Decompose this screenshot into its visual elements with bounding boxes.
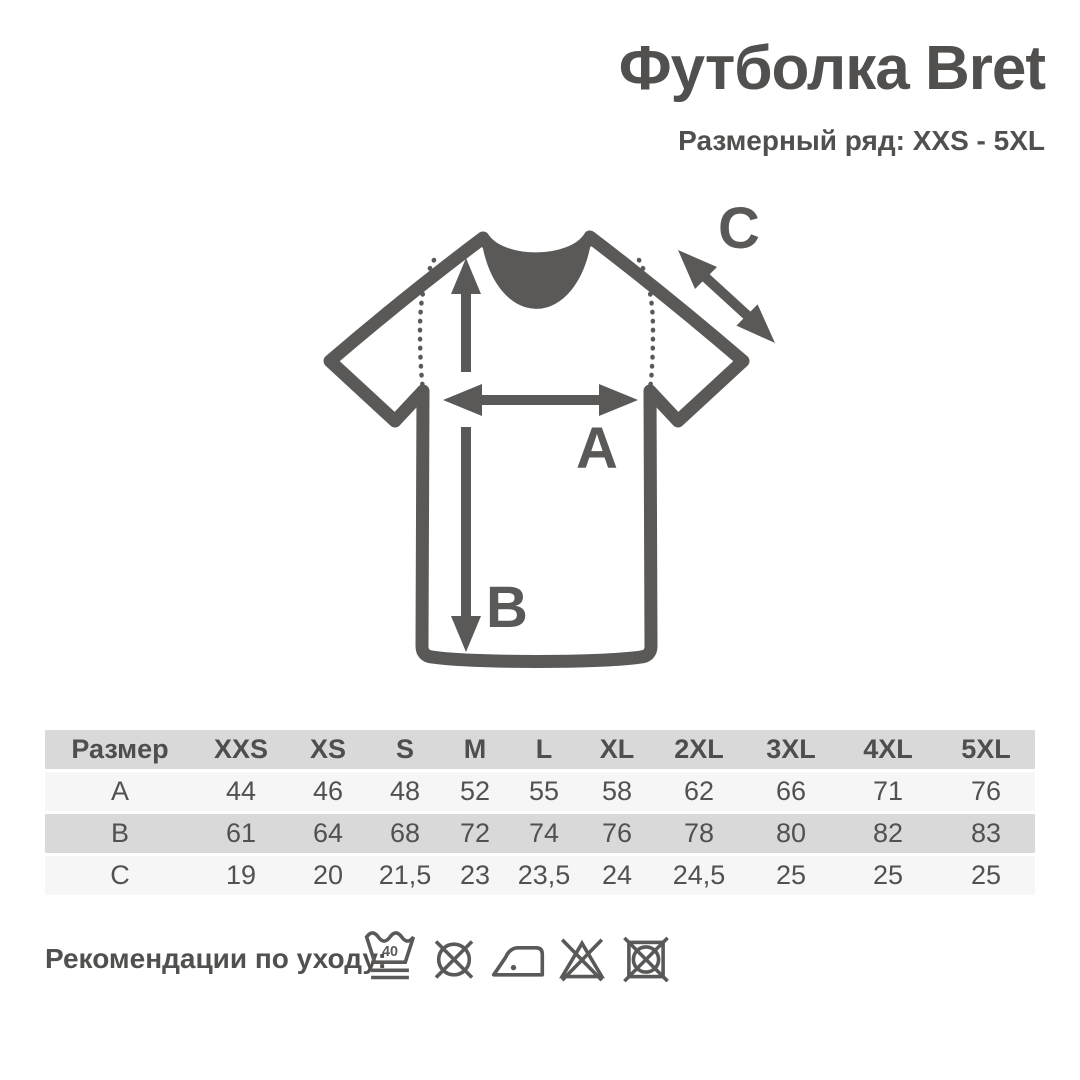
row-label: B: [45, 814, 195, 853]
size-table-header-cell: S: [369, 730, 441, 769]
size-value: 80: [743, 814, 839, 853]
measure-arrow-c: [678, 250, 775, 343]
size-value: 24: [579, 856, 655, 895]
row-label: C: [45, 856, 195, 895]
tshirt-collar: [481, 235, 592, 309]
size-value: 72: [441, 814, 509, 853]
size-table-header-cell: Размер: [45, 730, 195, 769]
do-not-tumble-dry-icon: [623, 936, 669, 982]
tshirt-outline: [323, 230, 750, 668]
size-table-row-c: C 19 20 21,5 23 23,5 24 24,5 25 25 25: [45, 856, 1035, 895]
size-table-header-cell: 5XL: [937, 730, 1035, 769]
care-icons-row: 40: [363, 926, 673, 992]
size-table-header-cell: XXS: [195, 730, 287, 769]
seam-right-dotted-line: [636, 257, 656, 393]
size-table-header-cell: 4XL: [839, 730, 937, 769]
size-value: 25: [937, 856, 1035, 895]
tshirt-diagram-svg: A B C: [323, 196, 775, 668]
size-value: 44: [195, 772, 287, 811]
size-value: 62: [655, 772, 743, 811]
size-value: 83: [937, 814, 1035, 853]
size-value: 19: [195, 856, 287, 895]
header: Футболка Bret Размерный ряд: XXS - 5XL: [618, 34, 1046, 156]
iron-low-temp-icon: [491, 945, 545, 977]
size-value: 76: [937, 772, 1035, 811]
measure-label-c: C: [718, 196, 760, 261]
size-table-header-cell: 3XL: [743, 730, 839, 769]
size-value: 21,5: [369, 856, 441, 895]
measure-label-a: A: [576, 416, 618, 481]
row-label: A: [45, 772, 195, 811]
wash-40-very-mild-icon: 40: [364, 930, 416, 979]
size-table-header-cell: XS: [287, 730, 369, 769]
do-not-bleach-icon: [559, 937, 605, 981]
seam-left-dotted-line: [417, 257, 437, 393]
size-value: 25: [839, 856, 937, 895]
size-value: 82: [839, 814, 937, 853]
size-table: Размер XXS XS S M L XL 2XL 3XL 4XL 5XL A…: [45, 727, 1035, 898]
size-value: 23: [441, 856, 509, 895]
size-table-header-cell: XL: [579, 730, 655, 769]
measure-arrow-a: [443, 384, 638, 416]
size-value: 52: [441, 772, 509, 811]
size-value: 46: [287, 772, 369, 811]
size-table-header-cell: 2XL: [655, 730, 743, 769]
size-value: 66: [743, 772, 839, 811]
size-value: 55: [509, 772, 579, 811]
size-table-header-cell: L: [509, 730, 579, 769]
size-value: 24,5: [655, 856, 743, 895]
size-value: 20: [287, 856, 369, 895]
size-value: 78: [655, 814, 743, 853]
measure-arrow-b: [451, 258, 481, 652]
size-value: 76: [579, 814, 655, 853]
wash-temperature-value: 40: [382, 943, 398, 959]
size-value: 25: [743, 856, 839, 895]
size-value: 64: [287, 814, 369, 853]
size-value: 23,5: [509, 856, 579, 895]
size-value: 74: [509, 814, 579, 853]
measure-label-b: B: [486, 575, 528, 640]
size-table-header-cell: M: [441, 730, 509, 769]
size-table-row-a: A 44 46 48 52 55 58 62 66 71 76: [45, 772, 1035, 811]
size-value: 61: [195, 814, 287, 853]
size-value: 58: [579, 772, 655, 811]
do-not-dry-clean-icon: [434, 939, 474, 979]
size-value: 68: [369, 814, 441, 853]
care-recommendations-label: Рекомендации по уходу:: [45, 943, 387, 974]
size-value: 71: [839, 772, 937, 811]
size-value: 48: [369, 772, 441, 811]
size-table-row-b: B 61 64 68 72 74 76 78 80 82 83: [45, 814, 1035, 853]
size-range-subtitle: Размерный ряд: XXS - 5XL: [678, 125, 1045, 156]
tshirt-measurement-diagram: A B C: [300, 190, 800, 690]
size-table-header-row: Размер XXS XS S M L XL 2XL 3XL 4XL 5XL: [45, 730, 1035, 769]
page-title: Футболка Bret: [618, 34, 1046, 103]
